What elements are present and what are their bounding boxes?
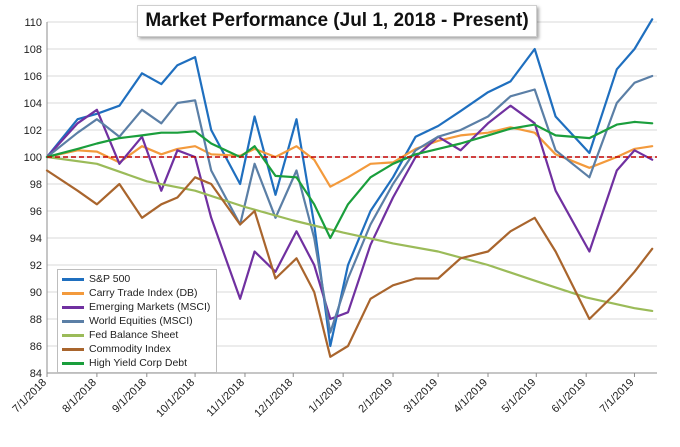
legend-swatch: [62, 333, 84, 337]
series-line-s-p-500: [45, 18, 654, 348]
legend-swatch: [62, 305, 84, 309]
series-line-commodity-index: [45, 169, 654, 358]
y-tick-label: 98: [30, 179, 42, 191]
x-tick-label: 8/1/2018: [60, 377, 99, 416]
y-tick-label: 106: [24, 71, 42, 83]
x-tick-label: 2/1/2019: [356, 377, 395, 416]
legend-item: Emerging Markets (MSCI): [62, 300, 212, 314]
legend-swatch: [62, 277, 84, 281]
y-tick-label: 100: [24, 152, 42, 164]
x-axis: 7/1/2018 8/1/2018 9/1/2018 10/1/2018 11/1/20…: [10, 372, 657, 420]
x-tick-label: 5/1/2019: [500, 377, 539, 416]
legend-swatch: [62, 291, 84, 295]
chart-title: Market Performance (Jul 1, 2018 - Presen…: [145, 10, 529, 31]
legend-swatch: [62, 347, 84, 351]
series-line-high-yield-corp-debt: [45, 120, 654, 240]
legend-label: Fed Balance Sheet: [89, 329, 179, 341]
legend-item: Carry Trade Index (DB): [62, 286, 212, 300]
legend-label: High Yield Corp Debt: [89, 357, 188, 369]
x-tick-label: 3/1/2019: [401, 377, 440, 416]
y-tick-label: 90: [30, 287, 42, 299]
x-tick-label: 12/1/2018: [252, 377, 295, 420]
legend-label: Carry Trade Index (DB): [89, 287, 198, 299]
legend-item: High Yield Corp Debt: [62, 356, 212, 370]
series-lines: [45, 18, 654, 358]
x-tick-label: 10/1/2018: [154, 377, 197, 420]
series-line-world-equities-msci: [45, 74, 654, 334]
series-line-emerging-markets-msci: [45, 104, 654, 321]
x-tick-label: 4/1/2019: [451, 377, 490, 416]
x-tick-label: 1/1/2019: [306, 377, 345, 416]
x-tick-label: 11/1/2018: [205, 377, 248, 420]
x-tick-label: 7/1/2018: [10, 377, 49, 416]
legend-label: S&P 500: [89, 273, 131, 285]
legend: S&P 500 Carry Trade Index (DB) Emerging Ma…: [57, 269, 217, 373]
x-tick-label: 7/1/2019: [598, 377, 637, 416]
y-tick-label: 84: [30, 368, 42, 380]
legend-item: World Equities (MSCI): [62, 314, 212, 328]
legend-item: Commodity Index: [62, 342, 212, 356]
y-tick-label: 86: [30, 341, 42, 353]
legend-label: Commodity Index: [89, 343, 171, 355]
legend-item: Fed Balance Sheet: [62, 328, 212, 342]
legend-label: Emerging Markets (MSCI): [89, 301, 211, 313]
y-tick-label: 110: [24, 17, 42, 29]
legend-swatch: [62, 319, 84, 323]
x-tick-label: 6/1/2019: [550, 377, 589, 416]
legend-swatch: [62, 361, 84, 365]
x-tick-label: 9/1/2018: [110, 377, 149, 416]
legend-label: World Equities (MSCI): [89, 315, 193, 327]
y-tick-label: 108: [24, 44, 42, 56]
y-tick-label: 96: [30, 206, 42, 218]
y-tick-label: 102: [24, 125, 42, 137]
y-tick-label: 92: [30, 260, 42, 272]
y-tick-label: 88: [30, 314, 42, 326]
chart-title-box: Market Performance (Jul 1, 2018 - Presen…: [137, 5, 537, 37]
y-tick-label: 104: [24, 98, 42, 110]
series-line-carry-trade-index-db: [45, 126, 654, 188]
y-tick-label: 94: [30, 233, 42, 245]
legend-item: S&P 500: [62, 272, 212, 286]
y-axis: 84 86 88 90 92 94 96 98 100 102 104 106 108 110: [24, 17, 48, 380]
